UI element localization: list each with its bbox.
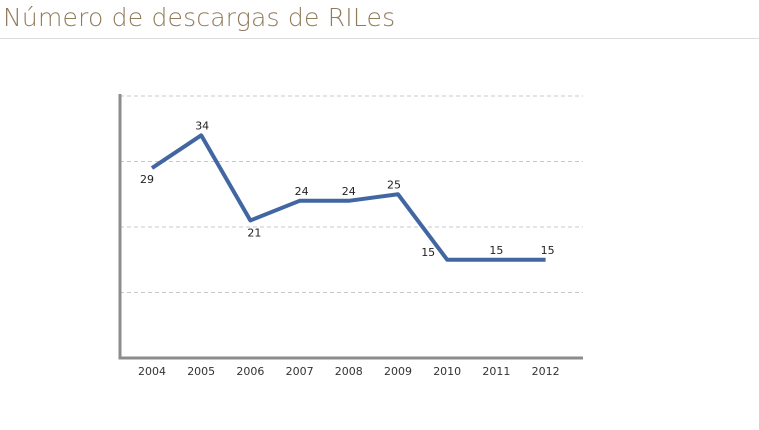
data-label-2009: 25: [387, 178, 401, 191]
x-tick-label-2004: 2004: [138, 365, 166, 378]
data-label-2011: 15: [489, 244, 503, 257]
axis-layer: [118, 94, 583, 360]
x-tick-label-2008: 2008: [335, 365, 363, 378]
data-label-2008: 24: [342, 185, 356, 198]
data-label-2007: 24: [295, 185, 309, 198]
x-tick-label-2010: 2010: [433, 365, 461, 378]
series-layer: [150, 133, 546, 262]
data-label-2004: 29: [140, 173, 154, 186]
data-label-2010: 15: [421, 246, 435, 259]
page-title: Número de descargas de RILes: [3, 3, 396, 32]
x-tick-label-2011: 2011: [482, 365, 510, 378]
x-tick-label-2009: 2009: [384, 365, 412, 378]
grid-layer: [120, 95, 583, 293]
series-line-0: [150, 133, 546, 262]
data-label-2012: 15: [541, 244, 555, 257]
title-divider: [0, 38, 759, 39]
x-tick-label-2005: 2005: [187, 365, 215, 378]
x-tick-label-2012: 2012: [532, 365, 560, 378]
label-layer: 2004 2005 2006 2007 2008 2009 2010 2011 2012 29 34…: [138, 119, 560, 378]
x-tick-label-2006: 2006: [236, 365, 264, 378]
data-label-2006: 21: [247, 226, 261, 239]
x-tick-label-2007: 2007: [286, 365, 314, 378]
data-label-2005: 34: [195, 119, 209, 132]
